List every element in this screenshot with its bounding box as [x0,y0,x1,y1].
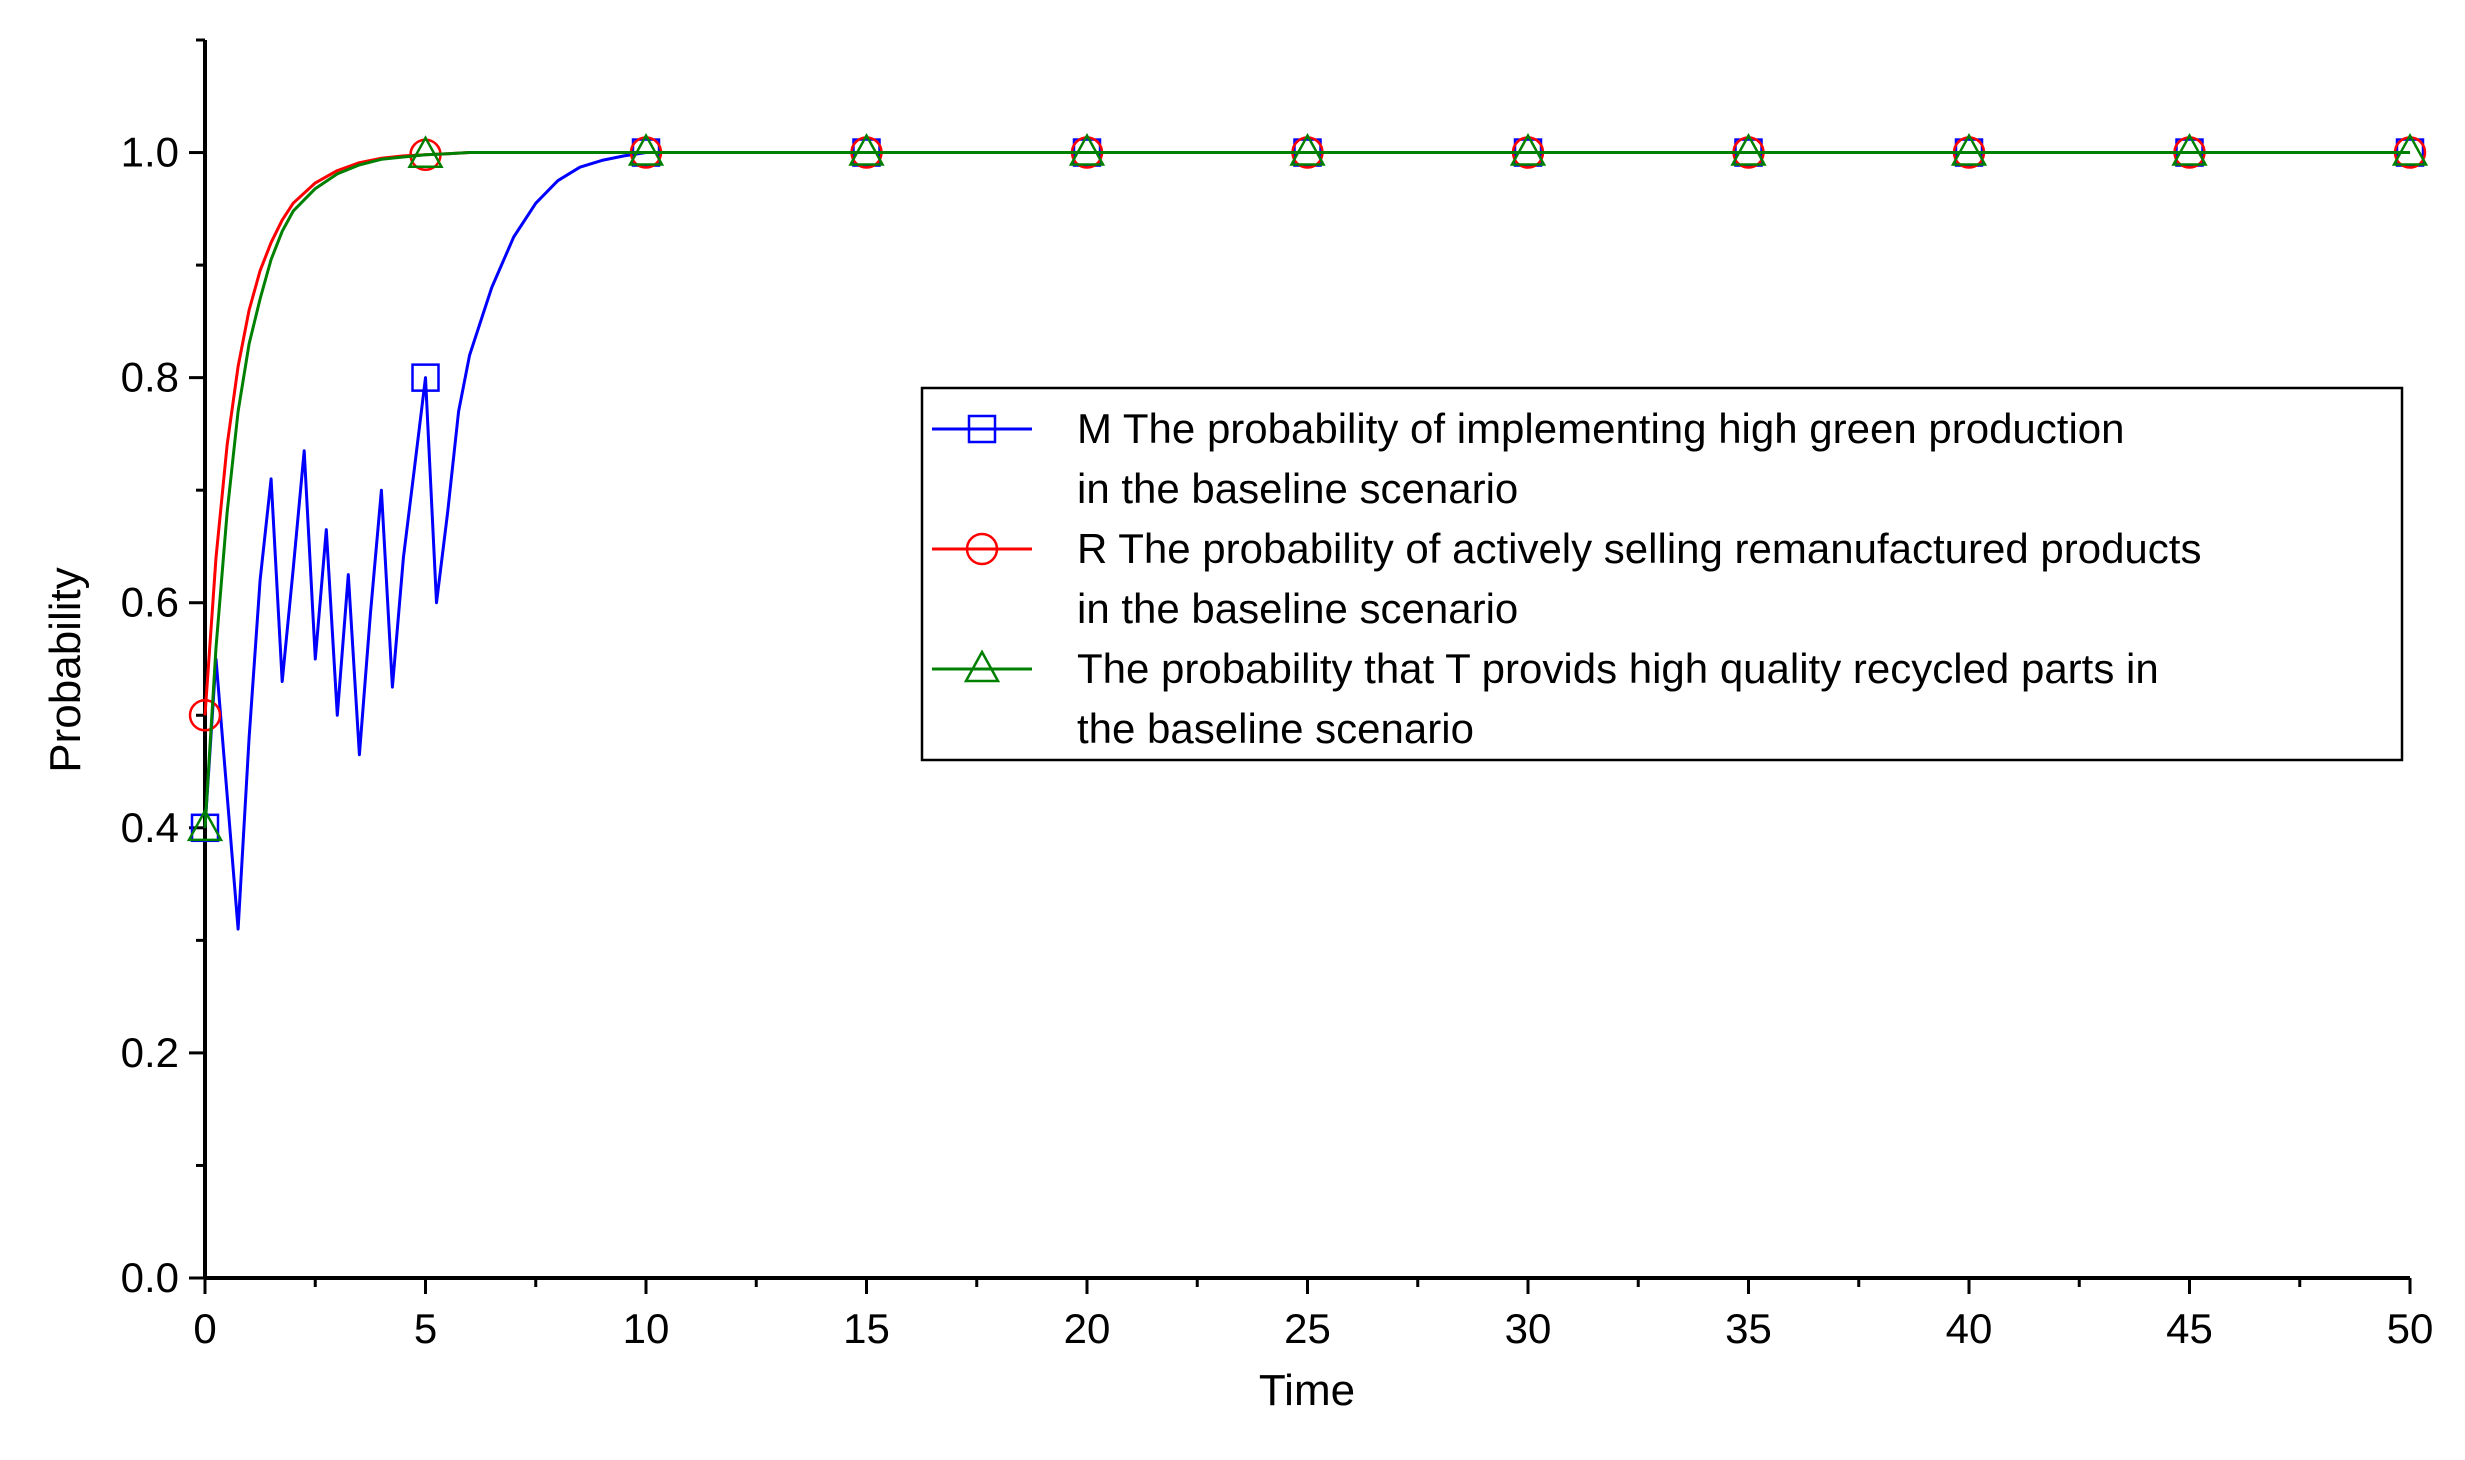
x-tick-label: 5 [414,1305,437,1352]
legend-marker-m [967,414,997,444]
data-point-t [1509,132,1547,166]
data-point-t [1730,132,1767,166]
y-tick-label: 1.0 [121,129,179,176]
y-tick-label: 0.4 [121,804,179,851]
data-point-t [627,132,665,166]
y-tick-labels: 0.0 0.2 0.4 0.6 0.8 1.0 [121,129,179,1301]
data-point-t [186,808,224,842]
legend-marker-t [963,649,1001,683]
axes [189,38,2412,1294]
x-tick-label: 50 [2387,1305,2434,1352]
data-point-t [407,135,444,169]
y-tick-label: 0.8 [121,354,179,401]
x-tick-label: 45 [2166,1305,2213,1352]
series-t [186,132,2429,842]
x-tick-label: 40 [1946,1305,1993,1352]
legend-entry-t: The probability that T provids high qual… [932,645,2159,752]
series-layer [186,132,2429,931]
data-point-t [1289,132,1326,166]
legend-box [920,386,2404,762]
x-tick-label: 10 [623,1305,670,1352]
x-tick-labels: 0 5 10 15 20 25 30 35 40 45 50 [193,1305,2433,1352]
data-point-t [2391,132,2429,166]
y-tick-label: 0.0 [121,1254,179,1301]
legend: M The probability of implementing high g… [920,386,2404,762]
legend-label: the baseline scenario [1077,705,1474,752]
data-point-t [2171,132,2208,166]
legend-label: R The probability of actively selling re… [1077,525,2201,572]
data-point-t [848,132,885,166]
y-tick-label: 0.2 [121,1029,179,1076]
data-point-r [188,699,222,732]
legend-label: M The probability of implementing high g… [1077,405,2125,452]
legend-label: in the baseline scenario [1077,585,1518,632]
legend-entry-m: M The probability of implementing high g… [932,405,2125,512]
x-axis-label: Time [1259,1366,1355,1415]
data-point-t [1068,132,1106,166]
x-tick-label: 35 [1725,1305,1772,1352]
legend-label: in the baseline scenario [1077,465,1518,512]
data-point-t [1950,132,1988,166]
x-tick-label: 20 [1064,1305,1111,1352]
x-tick-label: 25 [1284,1305,1331,1352]
x-tick-label: 30 [1505,1305,1552,1352]
x-tick-label: 0 [193,1305,216,1352]
x-tick-label: 15 [843,1305,890,1352]
y-tick-label: 0.6 [121,579,179,626]
data-point-m [411,363,440,392]
legend-label: The probability that T provids high qual… [1077,645,2159,692]
legend-entry-r: R The probability of actively selling re… [932,525,2201,632]
legend-marker-r [965,532,999,566]
y-axis-label: Probability [41,567,90,772]
